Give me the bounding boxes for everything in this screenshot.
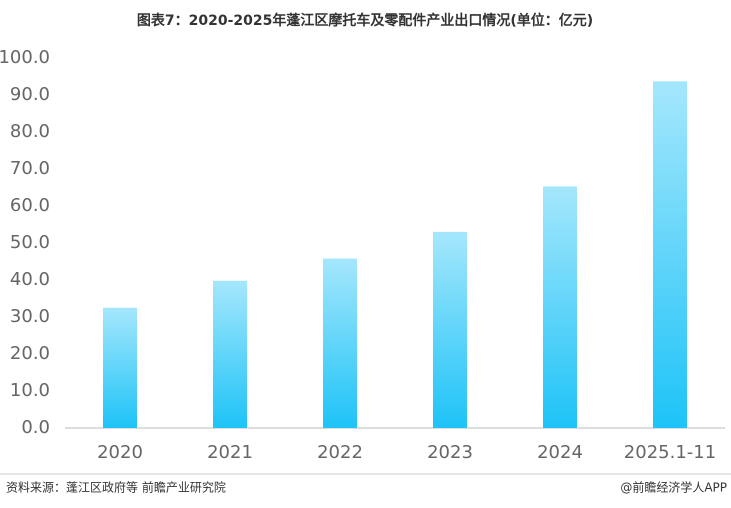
x-tick-label: 2025.1-11 (624, 442, 716, 463)
y-tick-label: 0.0 (21, 417, 50, 438)
bar (323, 258, 357, 428)
y-tick-label: 70.0 (10, 158, 50, 179)
y-tick-label: 100.0 (0, 47, 50, 68)
bar (543, 186, 577, 428)
x-tick-label: 2024 (537, 442, 583, 463)
x-tick-label: 2021 (207, 442, 253, 463)
y-tick-label: 20.0 (10, 343, 50, 364)
bar (103, 307, 137, 428)
y-tick-label: 60.0 (10, 195, 50, 216)
x-tick-label: 2022 (317, 442, 363, 463)
y-tick-label: 80.0 (10, 121, 50, 142)
bar (653, 81, 687, 428)
y-tick-label: 40.0 (10, 269, 50, 290)
y-tick-label: 10.0 (10, 380, 50, 401)
y-tick-label: 90.0 (10, 84, 50, 105)
y-tick-label: 30.0 (10, 306, 50, 327)
x-tick-label: 2023 (427, 442, 473, 463)
bar (213, 280, 247, 428)
source: 资料来源：蓬江区政府等 前瞻产业研究院 (6, 480, 226, 495)
x-tick-label: 2020 (97, 442, 143, 463)
y-tick-label: 50.0 (10, 232, 50, 253)
chart-title: 图表7：2020-2025年蓬江区摩托车及零配件产业出口情况(单位：亿元) (137, 12, 593, 29)
bar (433, 231, 467, 428)
credit: @前瞻经济学人APP (620, 480, 727, 495)
